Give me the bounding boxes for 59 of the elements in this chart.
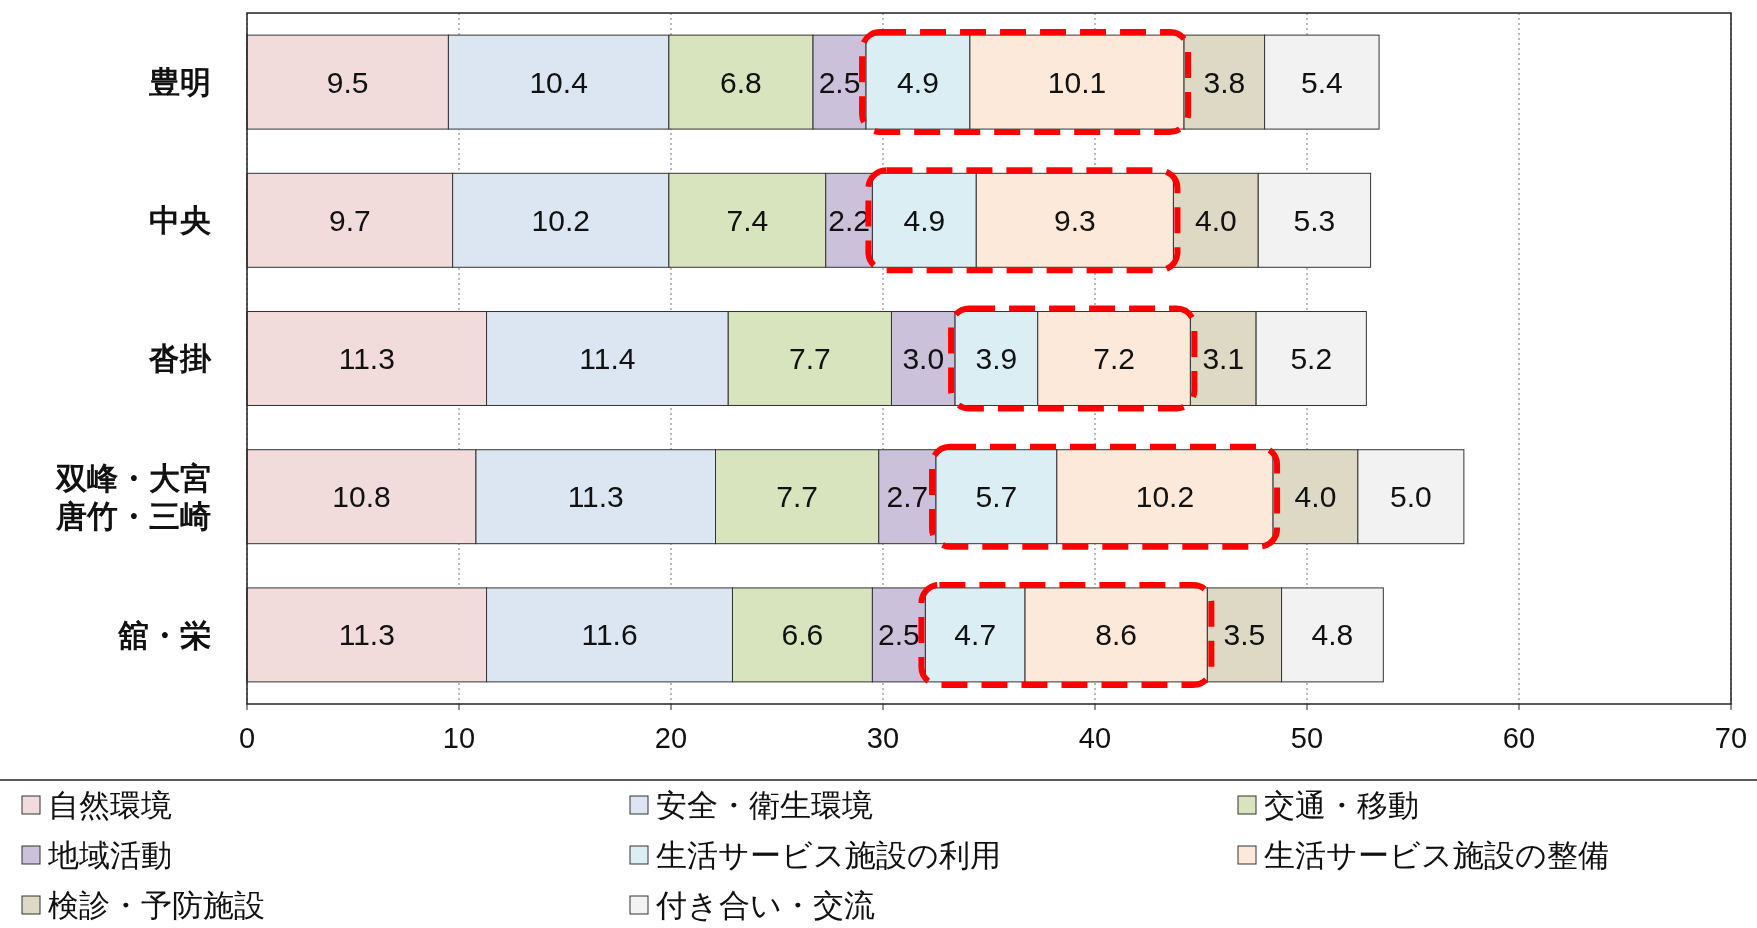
x-tick-label: 40 (1078, 722, 1112, 754)
data-label: 4.7 (954, 618, 997, 652)
data-label: 2.5 (818, 65, 861, 99)
data-label: 7.2 (1093, 342, 1135, 375)
data-label: 9.7 (328, 203, 371, 237)
data-label: 10.2 (531, 203, 590, 237)
data-label: 10.1 (1047, 65, 1107, 99)
data-label: 10.8 (332, 480, 391, 514)
data-label: 7.7 (776, 480, 818, 514)
data-label: 9.5 (326, 65, 369, 99)
data-label: 3.1 (1202, 342, 1245, 375)
data-label: 4.0 (1194, 203, 1237, 237)
legend-label: 自然環境 (48, 787, 172, 823)
y-tick-label: 豊明 (149, 64, 211, 100)
y-tick-label: 中央 (149, 203, 211, 239)
legend-label: 安全・衛生環境 (656, 787, 873, 823)
data-label: 2.7 (886, 480, 929, 514)
data-label: 6.6 (781, 618, 824, 652)
data-label: 11.3 (338, 618, 395, 652)
legend-label: 検診・予防施設 (48, 887, 265, 923)
legend-label: 生活サービス施設の整備 (1264, 837, 1609, 873)
data-label: 4.9 (903, 203, 946, 237)
data-label: 5.2 (1290, 342, 1333, 375)
data-label: 5.3 (1293, 203, 1336, 237)
data-label: 6.8 (720, 65, 762, 99)
data-label: 8.6 (1095, 618, 1138, 652)
x-tick-label: 50 (1290, 722, 1324, 754)
data-label: 7.7 (789, 342, 831, 375)
legend-label: 付き合い・交流 (655, 887, 875, 923)
y-tick-label: 双峰・大宮唐竹・三崎 (55, 460, 211, 534)
data-label: 5.4 (1300, 65, 1343, 99)
legend-label: 生活サービス施設の利用 (656, 837, 1001, 873)
data-label: 11.4 (579, 342, 636, 375)
x-tick-label: 60 (1502, 722, 1536, 754)
legend-label: 交通・移動 (1264, 787, 1419, 823)
data-label: 3.5 (1223, 618, 1266, 652)
x-tick-label: 10 (442, 722, 476, 754)
data-label: 11.3 (338, 342, 395, 375)
x-tick-label: 30 (866, 722, 900, 754)
data-label: 11.6 (581, 618, 638, 652)
data-label: 3.8 (1203, 65, 1246, 99)
x-tick-label: 0 (238, 722, 256, 754)
data-label: 10.2 (1135, 480, 1195, 514)
y-tick-label: 舘・栄 (117, 617, 211, 653)
data-label: 4.9 (897, 65, 939, 99)
data-label: 3.9 (975, 342, 1018, 375)
data-label: 7.4 (726, 203, 769, 237)
data-label: 4.8 (1311, 618, 1354, 652)
legend-label: 地域活動 (47, 837, 172, 873)
data-label: 4.0 (1294, 480, 1337, 514)
data-label: 5.0 (1390, 480, 1432, 514)
data-label: 9.3 (1054, 203, 1096, 237)
data-label: 5.7 (975, 480, 1018, 514)
x-tick-label: 70 (1714, 722, 1748, 754)
y-tick-label: 沓掛 (148, 341, 212, 377)
data-label: 10.4 (529, 65, 588, 99)
x-tick-label: 20 (654, 722, 688, 754)
data-label: 3.0 (902, 342, 945, 375)
data-label: 11.3 (567, 480, 624, 514)
